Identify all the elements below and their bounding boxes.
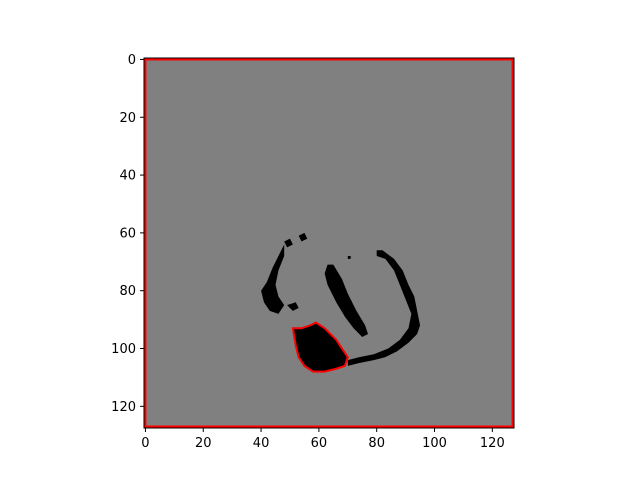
x-tick-label: 120 <box>480 436 505 451</box>
y-tick-label: 80 <box>119 284 136 299</box>
y-tick-label: 40 <box>119 169 136 184</box>
x-tick-label: 40 <box>253 436 270 451</box>
y-tick-label: 60 <box>119 226 136 241</box>
x-tick-label: 0 <box>141 436 149 451</box>
x-tick-label: 60 <box>311 436 328 451</box>
y-tick-label: 100 <box>111 342 136 357</box>
dark-region-small-dot <box>348 256 351 259</box>
x-tick-label: 20 <box>195 436 212 451</box>
x-tick-label: 80 <box>368 436 385 451</box>
x-axis: 0 20 40 60 80 100 120 <box>141 428 504 451</box>
image-background <box>144 58 514 428</box>
x-tick-label: 100 <box>422 436 447 451</box>
y-axis: 0 20 40 60 80 100 120 <box>111 53 144 415</box>
y-tick-label: 120 <box>111 400 136 415</box>
y-tick-label: 0 <box>128 53 136 68</box>
y-tick-label: 20 <box>119 111 136 126</box>
plot-area <box>144 58 514 428</box>
